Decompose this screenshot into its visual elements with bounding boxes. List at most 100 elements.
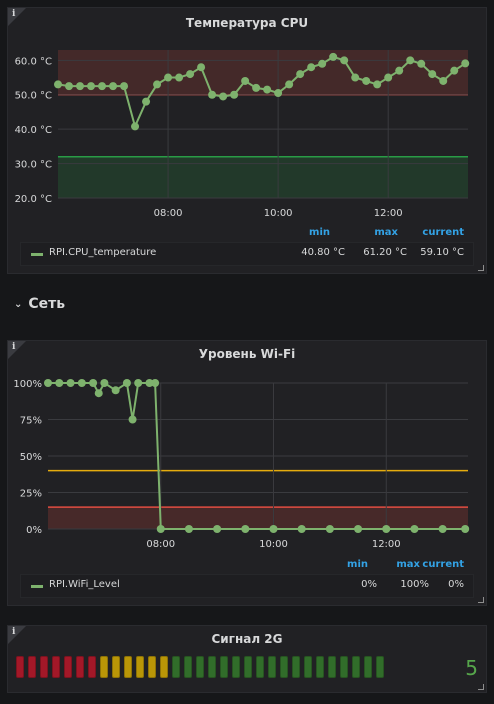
- data-point: [89, 379, 98, 387]
- cpu-temperature-panel: i Температура CPU 60.0 °C 50.0 °C 40.0 °C 3…: [7, 7, 487, 274]
- data-point: [151, 379, 160, 387]
- info-icon[interactable]: i: [12, 342, 16, 352]
- data-point: [164, 73, 173, 82]
- data-point: [296, 70, 305, 79]
- signal-bar-segment: [256, 656, 264, 678]
- legend-series-row[interactable]: RPI.CPU_temperature 40.80 °C 61.20 °C 59…: [20, 242, 474, 266]
- y-tick-label: 40.0 °C: [15, 125, 52, 136]
- signal-bar-segment: [280, 656, 288, 678]
- signal-bar-segment: [148, 656, 156, 678]
- signal-bar-segment: [16, 656, 24, 678]
- legend-header-min[interactable]: min: [309, 227, 330, 238]
- series-max-value: 100%: [400, 579, 429, 590]
- signal-bar-segment: [316, 656, 324, 678]
- signal-bar-segment: [88, 656, 96, 678]
- data-point: [100, 379, 109, 387]
- signal-bar-segment: [160, 656, 168, 678]
- y-tick-label: 100%: [13, 379, 42, 390]
- signal-bar-segment: [364, 656, 372, 678]
- series-max-value: 61.20 °C: [363, 247, 407, 258]
- data-point: [263, 85, 272, 94]
- panel-info-corner[interactable]: [8, 8, 26, 26]
- data-point: [44, 379, 52, 387]
- series-color-swatch[interactable]: [31, 253, 43, 256]
- data-point: [428, 70, 437, 79]
- panel-title[interactable]: Температура CPU: [185, 16, 309, 30]
- panel-title[interactable]: Сигнал 2G: [211, 632, 283, 646]
- signal-bar-segment: [208, 656, 216, 678]
- x-tick-label: 10:00: [264, 208, 293, 219]
- series-current-value: 59.10 °C: [420, 247, 464, 258]
- data-point: [55, 379, 64, 387]
- data-point: [450, 66, 459, 75]
- data-point: [362, 76, 371, 85]
- signal-2g-panel: i Сигнал 2G 5: [7, 625, 487, 693]
- panel-info-corner[interactable]: [8, 626, 26, 644]
- signal-bar-segment: [340, 656, 348, 678]
- data-point: [439, 76, 448, 85]
- signal-bar-segment: [28, 656, 36, 678]
- data-point: [384, 73, 393, 82]
- data-point: [213, 525, 222, 533]
- wifi-level-chart[interactable]: 100% 75% 50% 25% 0% 08:00 10:00 12:00: [8, 369, 486, 569]
- y-tick-label: 50%: [20, 452, 42, 463]
- legend-header-current[interactable]: current: [422, 227, 464, 238]
- signal-bar-segment: [76, 656, 84, 678]
- legend-series-row[interactable]: RPI.WiFi_Level 0% 100% 0%: [20, 574, 474, 598]
- info-icon[interactable]: i: [12, 627, 16, 637]
- data-point: [318, 59, 327, 68]
- series-color-swatch[interactable]: [31, 585, 43, 588]
- panel-resize-handle[interactable]: [478, 597, 484, 603]
- data-point: [325, 525, 334, 533]
- series-current-value: 0%: [448, 579, 464, 590]
- legend-header-max[interactable]: max: [374, 227, 398, 238]
- y-tick-label: 60.0 °C: [15, 56, 52, 67]
- legend-header-current[interactable]: current: [422, 559, 464, 570]
- signal-bar-segment: [64, 656, 72, 678]
- signal-bar-segment: [172, 656, 180, 678]
- series-name[interactable]: RPI.WiFi_Level: [49, 579, 120, 590]
- signal-bar-segment: [268, 656, 276, 678]
- panel-resize-handle[interactable]: [478, 265, 484, 271]
- data-point: [142, 97, 151, 106]
- data-point: [76, 82, 85, 91]
- series-min-value: 40.80 °C: [301, 247, 345, 258]
- y-tick-label: 0%: [26, 525, 42, 536]
- data-point: [438, 525, 447, 533]
- y-tick-label: 50.0 °C: [15, 91, 52, 102]
- chevron-down-icon[interactable]: ⌄: [14, 298, 23, 310]
- signal-bar-segment: [100, 656, 108, 678]
- signal-bar-segment: [136, 656, 144, 678]
- data-point: [252, 83, 261, 92]
- signal-bar-segment: [52, 656, 60, 678]
- row-title: Сеть: [28, 296, 66, 312]
- data-point: [269, 525, 278, 533]
- data-point: [122, 379, 131, 387]
- signal-bar-segment: [376, 656, 384, 678]
- series-name[interactable]: RPI.CPU_temperature: [49, 247, 157, 258]
- data-point: [285, 80, 294, 89]
- legend-header-max[interactable]: max: [396, 559, 420, 570]
- data-point: [241, 76, 250, 85]
- legend-header-min[interactable]: min: [347, 559, 368, 570]
- data-point: [208, 90, 217, 99]
- info-icon[interactable]: i: [12, 9, 16, 19]
- data-point: [87, 82, 96, 91]
- cpu-temperature-chart[interactable]: 60.0 °C 50.0 °C 40.0 °C 30.0 °C 20.0 °C 08:00…: [8, 38, 486, 238]
- panel-resize-handle[interactable]: [478, 684, 484, 690]
- signal-bar-segment: [292, 656, 300, 678]
- threshold-fill-1: [48, 507, 468, 529]
- signal-bar-gauge: [16, 656, 396, 678]
- data-point: [219, 92, 228, 101]
- data-point: [395, 66, 404, 75]
- panel-info-corner[interactable]: [8, 341, 26, 359]
- data-point: [111, 386, 120, 395]
- data-point: [417, 59, 426, 68]
- y-tick-label: 20.0 °C: [15, 194, 52, 205]
- row-header-network[interactable]: ⌄ Сеть: [14, 296, 65, 312]
- panel-title[interactable]: Уровень Wi-Fi: [198, 347, 296, 361]
- signal-bar-segment: [352, 656, 360, 678]
- y-tick-label: 25%: [20, 489, 42, 500]
- signal-bar-segment: [232, 656, 240, 678]
- data-point: [128, 415, 137, 424]
